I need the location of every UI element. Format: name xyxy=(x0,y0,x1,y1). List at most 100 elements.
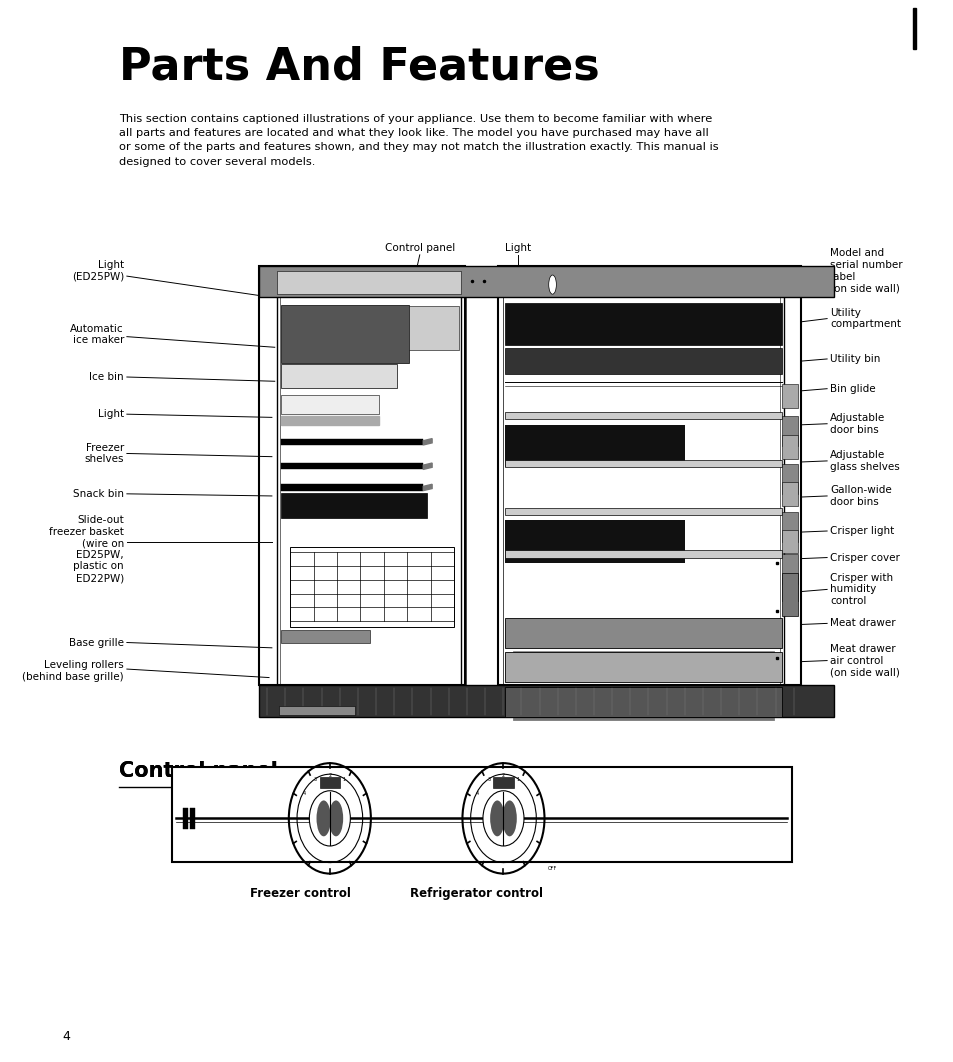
Bar xyxy=(319,777,340,788)
Bar xyxy=(504,460,781,467)
Bar xyxy=(781,512,797,542)
Text: OFF: OFF xyxy=(548,866,557,871)
Bar xyxy=(409,306,458,350)
Text: Bin glide: Bin glide xyxy=(829,383,875,394)
Text: 1: 1 xyxy=(516,777,519,783)
Ellipse shape xyxy=(329,801,343,837)
Text: Utility bin: Utility bin xyxy=(829,354,880,364)
Bar xyxy=(290,547,454,627)
Text: 4: 4 xyxy=(476,790,478,795)
Text: Crisper with
humidity
control: Crisper with humidity control xyxy=(829,572,892,606)
Text: Ice bin: Ice bin xyxy=(90,372,124,382)
Bar xyxy=(781,482,797,506)
Bar xyxy=(912,8,915,49)
Bar xyxy=(281,364,396,388)
Text: Control panel: Control panel xyxy=(119,761,278,782)
Bar xyxy=(281,484,423,491)
Text: Model and
serial number
label
(on side wall): Model and serial number label (on side w… xyxy=(829,249,902,293)
Polygon shape xyxy=(423,484,432,491)
Text: Utility
compartment: Utility compartment xyxy=(829,308,900,329)
Polygon shape xyxy=(423,439,432,445)
Ellipse shape xyxy=(502,801,517,837)
Bar xyxy=(497,266,801,685)
Bar xyxy=(259,685,833,717)
Text: Freezer control: Freezer control xyxy=(250,887,351,900)
Bar xyxy=(281,463,423,469)
Text: Adjustable
glass shelves: Adjustable glass shelves xyxy=(829,450,899,472)
Bar xyxy=(504,652,781,682)
Bar xyxy=(781,464,797,494)
Bar xyxy=(259,266,833,297)
Bar xyxy=(281,395,378,414)
Bar xyxy=(504,303,781,345)
Bar xyxy=(504,687,781,717)
Text: Model ED25PW shown: Model ED25PW shown xyxy=(379,701,526,714)
Bar xyxy=(781,416,797,446)
Text: FREEZER: FREEZER xyxy=(312,773,347,780)
Text: 4: 4 xyxy=(62,1030,70,1043)
Bar xyxy=(281,439,423,445)
Text: AUTOMATIC EXTERIOR MOISTURE CONTROL: AUTOMATIC EXTERIOR MOISTURE CONTROL xyxy=(634,816,756,821)
Ellipse shape xyxy=(490,801,504,837)
Ellipse shape xyxy=(482,791,523,846)
Text: Crisper cover: Crisper cover xyxy=(829,552,899,563)
Text: Meat drawer: Meat drawer xyxy=(829,618,895,629)
Text: Gallon-wide
door bins: Gallon-wide door bins xyxy=(829,485,891,507)
Bar xyxy=(504,508,781,515)
Text: Control panel: Control panel xyxy=(119,761,278,782)
Text: Snack bin: Snack bin xyxy=(73,489,124,499)
Ellipse shape xyxy=(548,275,556,294)
Text: Freezer
shelves: Freezer shelves xyxy=(85,443,124,464)
Text: 1: 1 xyxy=(457,816,461,821)
Bar xyxy=(504,618,781,648)
Text: Adjustable
door bins: Adjustable door bins xyxy=(829,413,884,434)
Text: Light
(ED25PW): Light (ED25PW) xyxy=(71,260,124,281)
Text: 2: 2 xyxy=(328,773,331,777)
Bar xyxy=(281,305,409,363)
Ellipse shape xyxy=(309,791,350,846)
Text: This section contains captioned illustrations of your appliance. Use them to bec: This section contains captioned illustra… xyxy=(119,114,719,167)
Text: WARMER: WARMER xyxy=(221,816,246,821)
Text: COLDER: COLDER xyxy=(408,816,431,821)
Polygon shape xyxy=(423,463,432,469)
Text: Parts And Features: Parts And Features xyxy=(119,46,599,88)
Text: Crisper light: Crisper light xyxy=(829,526,893,536)
Ellipse shape xyxy=(316,801,331,837)
Bar xyxy=(190,808,194,829)
Bar xyxy=(504,348,781,374)
Text: Slide-out
freezer basket
(wire on
ED25PW,
plastic on
ED22PW): Slide-out freezer basket (wire on ED25PW… xyxy=(50,515,124,583)
Bar xyxy=(493,777,513,788)
Bar xyxy=(504,425,684,467)
Text: Automatic
ice maker: Automatic ice maker xyxy=(71,324,124,345)
Text: 3: 3 xyxy=(487,777,490,783)
Text: 3: 3 xyxy=(314,777,316,783)
Bar xyxy=(278,706,355,715)
Bar xyxy=(504,412,781,419)
Text: Light: Light xyxy=(504,243,531,253)
Text: Base grille: Base grille xyxy=(69,637,124,648)
Text: 1: 1 xyxy=(342,777,346,783)
Text: Refrigerator control: Refrigerator control xyxy=(410,887,543,900)
Bar xyxy=(281,630,370,643)
Bar xyxy=(281,493,426,518)
Bar xyxy=(172,767,791,862)
Polygon shape xyxy=(281,416,378,425)
Bar xyxy=(504,520,684,563)
Bar xyxy=(781,384,797,408)
Text: Leveling rollers
(behind base grille): Leveling rollers (behind base grille) xyxy=(22,661,124,682)
Bar xyxy=(259,266,465,685)
Text: 4: 4 xyxy=(302,790,305,795)
Bar xyxy=(781,530,797,553)
Bar xyxy=(781,578,797,601)
Text: Light: Light xyxy=(98,409,124,419)
Bar xyxy=(781,573,797,616)
Text: COLDEST: COLDEST xyxy=(539,816,565,821)
Bar xyxy=(781,435,797,459)
Bar xyxy=(781,554,797,584)
Bar xyxy=(504,550,781,558)
Bar xyxy=(183,808,188,829)
Text: Meat drawer
air control
(on side wall): Meat drawer air control (on side wall) xyxy=(829,644,899,678)
Text: Control panel: Control panel xyxy=(384,243,455,253)
Text: 2: 2 xyxy=(501,773,504,777)
Bar xyxy=(276,271,460,294)
